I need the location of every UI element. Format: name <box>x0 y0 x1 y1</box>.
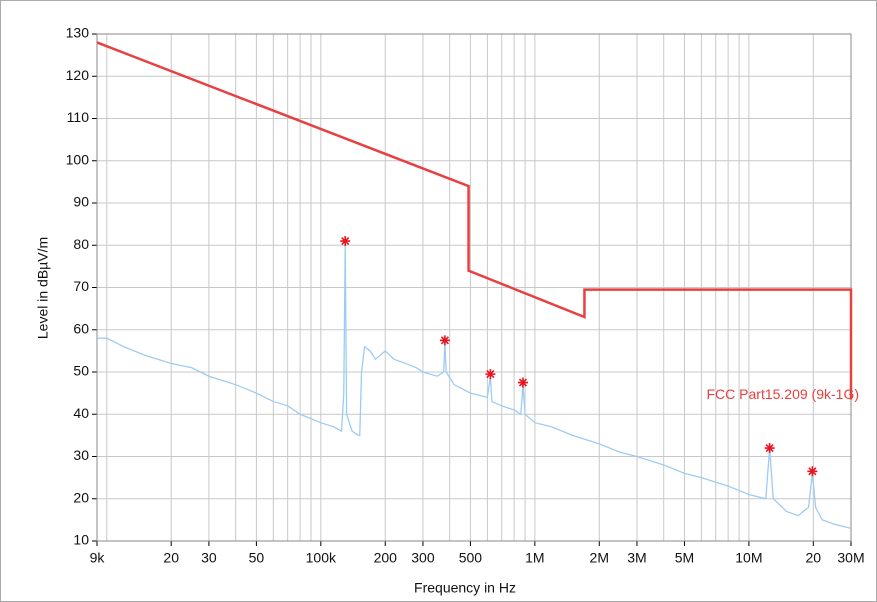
y-tick-label: 30 <box>73 447 89 463</box>
x-tick-label: 100k <box>306 550 337 566</box>
y-tick-label: 100 <box>66 151 90 167</box>
x-tick-label: 300 <box>411 550 435 566</box>
peak-marker <box>340 236 351 247</box>
x-tick-label: 1M <box>525 550 544 566</box>
x-tick-label: 3M <box>627 550 646 566</box>
x-tick-label: 5M <box>675 550 694 566</box>
y-axis-label: Level in dBµV/m <box>35 237 51 339</box>
x-tick-label: 2M <box>590 550 609 566</box>
x-tick-label: 20 <box>163 550 179 566</box>
x-tick-label: 30 <box>201 550 217 566</box>
peak-marker <box>807 466 818 477</box>
y-tick-label: 10 <box>73 532 89 548</box>
x-tick-label: 500 <box>459 550 483 566</box>
limit-label: FCC Part15.209 (9k-1G) <box>707 386 860 402</box>
peak-marker <box>485 369 496 380</box>
y-tick-label: 110 <box>67 109 90 125</box>
trace-line <box>97 245 852 529</box>
x-tick-label: 200 <box>374 550 398 566</box>
x-tick-label: 30M <box>837 550 864 566</box>
y-tick-label: 20 <box>73 489 89 505</box>
x-tick-label: 50 <box>249 550 265 566</box>
y-tick-label: 60 <box>73 320 89 336</box>
y-tick-label: 120 <box>66 67 90 83</box>
peak-marker <box>764 443 775 454</box>
x-axis-label: Frequency in Hz <box>414 580 516 596</box>
y-tick-label: 130 <box>66 25 90 41</box>
y-tick-label: 70 <box>73 278 89 294</box>
y-tick-label: 50 <box>73 363 89 379</box>
y-tick-label: 80 <box>73 236 89 252</box>
y-tick-label: 90 <box>73 194 89 210</box>
limit-line <box>96 41 853 400</box>
x-tick-label: 9k <box>90 550 106 566</box>
y-tick-label: 40 <box>73 405 89 421</box>
x-tick-label: 10M <box>735 550 762 566</box>
plot-border <box>96 33 852 542</box>
peak-marker <box>517 377 528 388</box>
x-tick-label: 20 <box>806 550 822 566</box>
peak-marker <box>439 335 450 346</box>
